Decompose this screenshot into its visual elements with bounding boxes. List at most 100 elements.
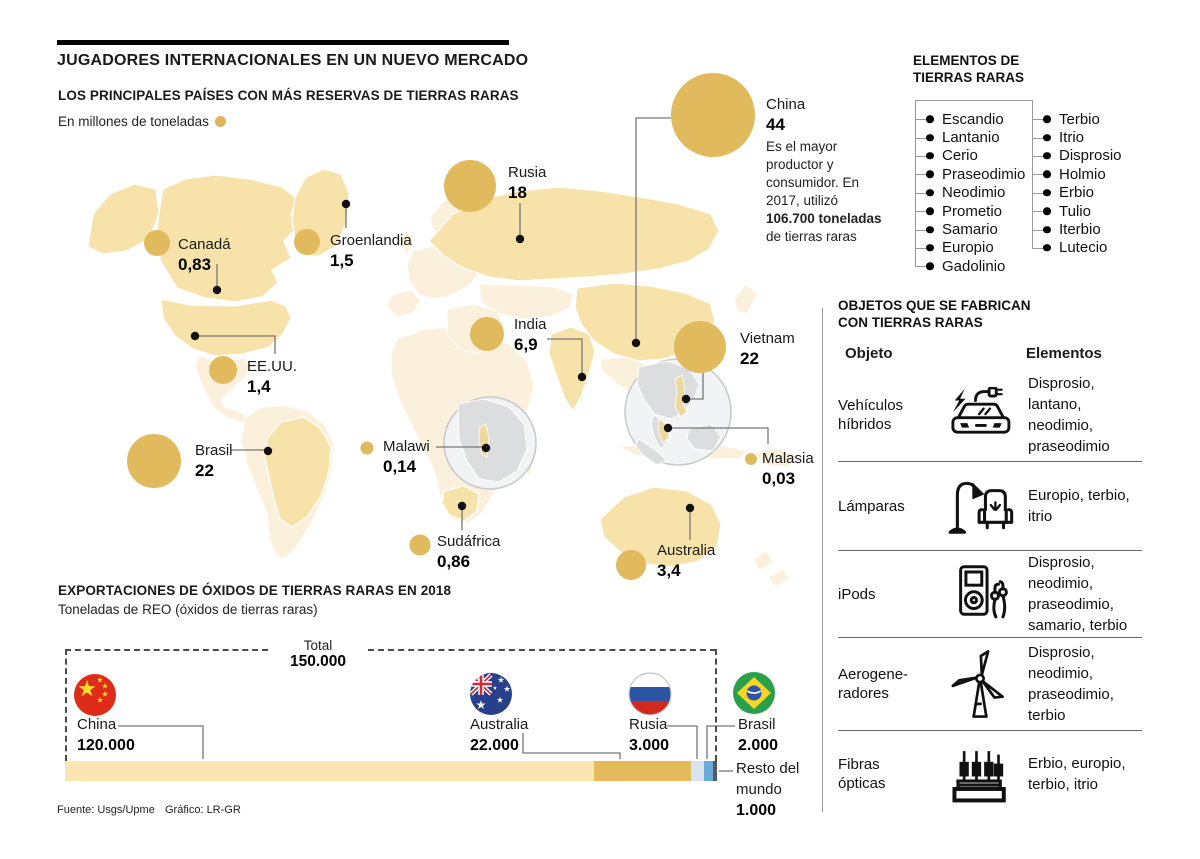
- map-callout-lines: [199, 117, 769, 540]
- total-bracket-right: [715, 649, 717, 761]
- map-new-zealand-south: [767, 568, 791, 588]
- export-label-rusia: Rusia 3.000: [629, 716, 670, 754]
- object-name: Vehículos híbridos: [838, 396, 904, 433]
- reserve-bubbles: [127, 73, 757, 580]
- element-item: Praseodimio: [915, 165, 1025, 183]
- elements-column-2: Terbio Itrio Disprosio Holmio Erbio Tuli…: [1032, 110, 1122, 257]
- credit-label: Gráfico: LR-GR: [165, 804, 241, 816]
- map-japan: [733, 283, 758, 315]
- title-rule: [57, 40, 509, 45]
- optical-fiber-icon: [932, 742, 1028, 806]
- country-label-eeuu: EE.UU. 1,4: [247, 358, 298, 396]
- map-india: [548, 326, 596, 412]
- dot-australia: [685, 503, 695, 513]
- object-name: iPods: [838, 585, 876, 603]
- country-label-rusia: Rusia 18: [508, 164, 547, 202]
- element-item: Prometio: [915, 202, 1025, 220]
- source-label: Fuente: Usgs/Upme: [57, 804, 155, 816]
- object-elements: Disprosio, neodimio, praseodimio, samari…: [1028, 554, 1128, 634]
- brazil-flag-icon: [733, 672, 775, 714]
- bubble-legend-icon: [214, 116, 226, 127]
- elements-heading: ELEMENTOS DE TIERRAS RARAS: [913, 53, 1025, 85]
- page-title: JUGADORES INTERNACIONALES EN UN NUEVO ME…: [57, 52, 529, 69]
- bar-segment-china: [65, 761, 594, 781]
- country-label-malawi: Malawi 0,14: [383, 438, 430, 476]
- element-item: Disprosio: [1032, 147, 1122, 165]
- map-mexico: [194, 355, 253, 424]
- magnifier-circle-vietnam: [624, 358, 732, 466]
- country-label-brasil: Brasil 22: [195, 442, 233, 480]
- bubble-malawi: [360, 441, 374, 455]
- element-item: Europio: [915, 239, 1025, 257]
- map-russia: [428, 186, 720, 282]
- exports-heading: EXPORTACIONES DE ÓXIDOS DE TIERRAS RARAS…: [58, 583, 452, 598]
- objects-row-wind-turbines: Aerogene- radores Disprosio, neodimio, p…: [838, 638, 1142, 731]
- australia-flag-icon: [470, 673, 512, 715]
- export-label-china: China 120.000: [77, 716, 135, 754]
- bubble-australia: [616, 550, 646, 580]
- reserves-unit: En millones de toneladas: [58, 114, 226, 129]
- bubble-malasia: [745, 453, 757, 465]
- bubble-brasil: [127, 434, 181, 488]
- map-uk: [397, 230, 415, 255]
- bubble-india: [470, 317, 504, 351]
- object-elements: Disprosio, neodimio, praseodimio, terbio: [1028, 644, 1114, 724]
- map-usa: [160, 298, 292, 357]
- total-bracket-left: [65, 649, 67, 761]
- element-item: Itrio: [1032, 128, 1122, 146]
- objects-row-ipods: iPods Disprosio, neodimio, praseodimio, …: [838, 551, 1142, 638]
- element-item: Iterbio: [1032, 220, 1122, 238]
- bar-segment-rusia: [690, 761, 704, 781]
- map-central-asia: [478, 283, 575, 320]
- export-callout-lines: [118, 725, 735, 772]
- dot-malawi: [481, 443, 491, 453]
- reserves-unit-label: En millones de toneladas: [58, 114, 209, 129]
- map-canada: [155, 174, 298, 303]
- country-label-china: China 44: [766, 96, 806, 134]
- dot-vietnam: [681, 394, 691, 404]
- objects-row-lamps: Lámparas Europio, terbio, itrio: [838, 462, 1142, 551]
- bubble-china: [671, 73, 755, 157]
- bubble-canada: [144, 230, 170, 256]
- country-label-groenlandia: Groenlandia 1,5: [330, 232, 412, 270]
- element-item: Samario: [915, 220, 1025, 238]
- section-divider: [822, 308, 823, 812]
- dot-groenlandia: [341, 199, 351, 209]
- country-label-vietnam: Vietnam 22: [740, 330, 795, 368]
- map-countries: [87, 168, 798, 588]
- objects-table: Vehículos híbridos Disprosio, lantano, n…: [838, 368, 1142, 816]
- object-elements: Disprosio, lantano, neodimio, praseodimi…: [1028, 374, 1110, 455]
- bubble-rusia: [444, 160, 496, 212]
- objects-row-hybrid-vehicles: Vehículos híbridos Disprosio, lantano, n…: [838, 368, 1142, 462]
- map-location-dots: [190, 199, 695, 513]
- element-item: Tulio: [1032, 202, 1122, 220]
- country-label-sudafrica: Sudáfrica 0,86: [437, 533, 501, 571]
- element-item: Terbio: [1032, 110, 1122, 128]
- bar-segment-australia: [593, 761, 691, 781]
- wind-turbine-icon: [932, 644, 1028, 724]
- exports-bar: [65, 761, 717, 781]
- element-item: Neodimio: [915, 184, 1025, 202]
- bubble-sudafrica: [409, 534, 431, 556]
- reserves-heading: LOS PRINCIPALES PAÍSES CON MÁS RESERVAS …: [58, 88, 519, 103]
- map-alaska: [87, 183, 160, 255]
- object-name: Fibras ópticas: [838, 755, 886, 792]
- bar-segment-brasil: [703, 761, 713, 781]
- bubble-groenlandia: [294, 229, 320, 255]
- bubble-eeuu: [209, 356, 237, 384]
- export-label-rest: Resto del mundo 1.000: [736, 760, 800, 819]
- objects-row-optical-fibers: Fibras ópticas Erbio, europio, terbio, i…: [838, 731, 1142, 816]
- object-elements: Europio, terbio, itrio: [1028, 487, 1130, 525]
- objects-heading: OBJETOS QUE SE FABRICAN CON TIERRAS RARA…: [838, 298, 1031, 330]
- exports-subtitle: Toneladas de REO (óxidos de tierras rara…: [58, 602, 318, 617]
- russia-flag-icon: [628, 672, 672, 716]
- country-label-australia: Australia 3,4: [657, 542, 716, 580]
- map-iberia: [386, 289, 422, 318]
- element-item: Escandio: [915, 110, 1025, 128]
- element-item: Holmio: [1032, 165, 1122, 183]
- lamp-armchair-icon: [932, 473, 1028, 539]
- country-label-malasia: Malasia 0,03: [762, 450, 814, 488]
- china-note: Es el mayor productor y consumidor. En 2…: [766, 139, 882, 244]
